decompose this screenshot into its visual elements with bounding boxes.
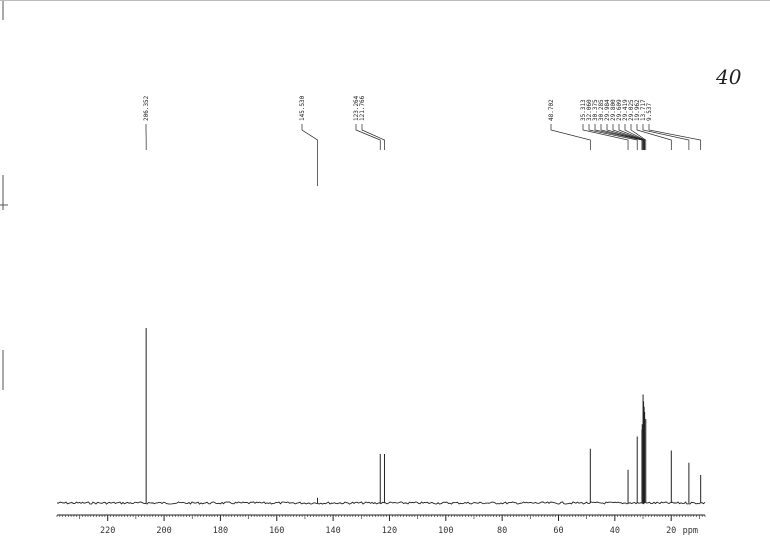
peak-label: 32.060 — [586, 99, 593, 121]
x-tick-label: 200 — [156, 526, 171, 536]
peak-label-leader — [588, 124, 638, 150]
spectrum-baseline — [56, 501, 706, 505]
x-tick-label: 60 — [553, 526, 563, 536]
peak-label-leader — [612, 124, 644, 150]
peak-label-leader — [618, 124, 645, 150]
peak-label-leader — [636, 124, 672, 150]
peak-label-leader — [606, 124, 644, 150]
x-tick-label: 180 — [213, 526, 228, 536]
peak-label: 29.984 — [604, 99, 611, 121]
peak-label: 9.537 — [646, 103, 653, 121]
x-tick-label: 120 — [382, 526, 397, 536]
peak-label: 29.800 — [610, 99, 617, 121]
peak-label: 19.962 — [634, 99, 641, 121]
peak-label: 206.352 — [143, 95, 150, 121]
handwritten-note: 40 — [715, 65, 742, 89]
peak-label-leader — [301, 124, 318, 186]
peak-label: 30.375 — [592, 99, 599, 121]
peak-label: 121.766 — [359, 95, 366, 121]
x-tick-label: 220 — [100, 526, 115, 536]
peak-label-leader — [355, 124, 381, 150]
x-tick-label: 20 — [666, 526, 676, 536]
peak-label: 29.025 — [628, 99, 635, 121]
peak-label-leader — [624, 124, 646, 150]
peak-label-leader — [582, 124, 629, 150]
x-tick-label: 40 — [610, 526, 620, 536]
peak-label-leader — [642, 124, 690, 150]
peak-label-leader — [361, 124, 385, 150]
peak-label: 13.717 — [640, 99, 647, 121]
x-axis-unit: ppm — [683, 526, 698, 536]
peak-label-leader — [648, 124, 702, 150]
peak-label: 123.264 — [353, 95, 360, 121]
peak-label: 145.530 — [299, 95, 306, 121]
x-tick-label: 80 — [497, 526, 507, 536]
peak-label: 48.702 — [548, 99, 555, 121]
peak-label: 30.285 — [598, 99, 605, 121]
page-border-marks — [0, 0, 770, 390]
peak-label: 29.419 — [622, 99, 629, 121]
peak-label-leader — [630, 124, 647, 150]
peak-label-leader — [550, 124, 591, 150]
peak-label: 35.313 — [580, 99, 587, 121]
peak-label-leader — [600, 124, 643, 150]
peak-label: 29.609 — [616, 99, 623, 121]
x-tick-label: 140 — [325, 526, 340, 536]
x-tick-label: 100 — [438, 526, 453, 536]
x-tick-label: 160 — [269, 526, 284, 536]
